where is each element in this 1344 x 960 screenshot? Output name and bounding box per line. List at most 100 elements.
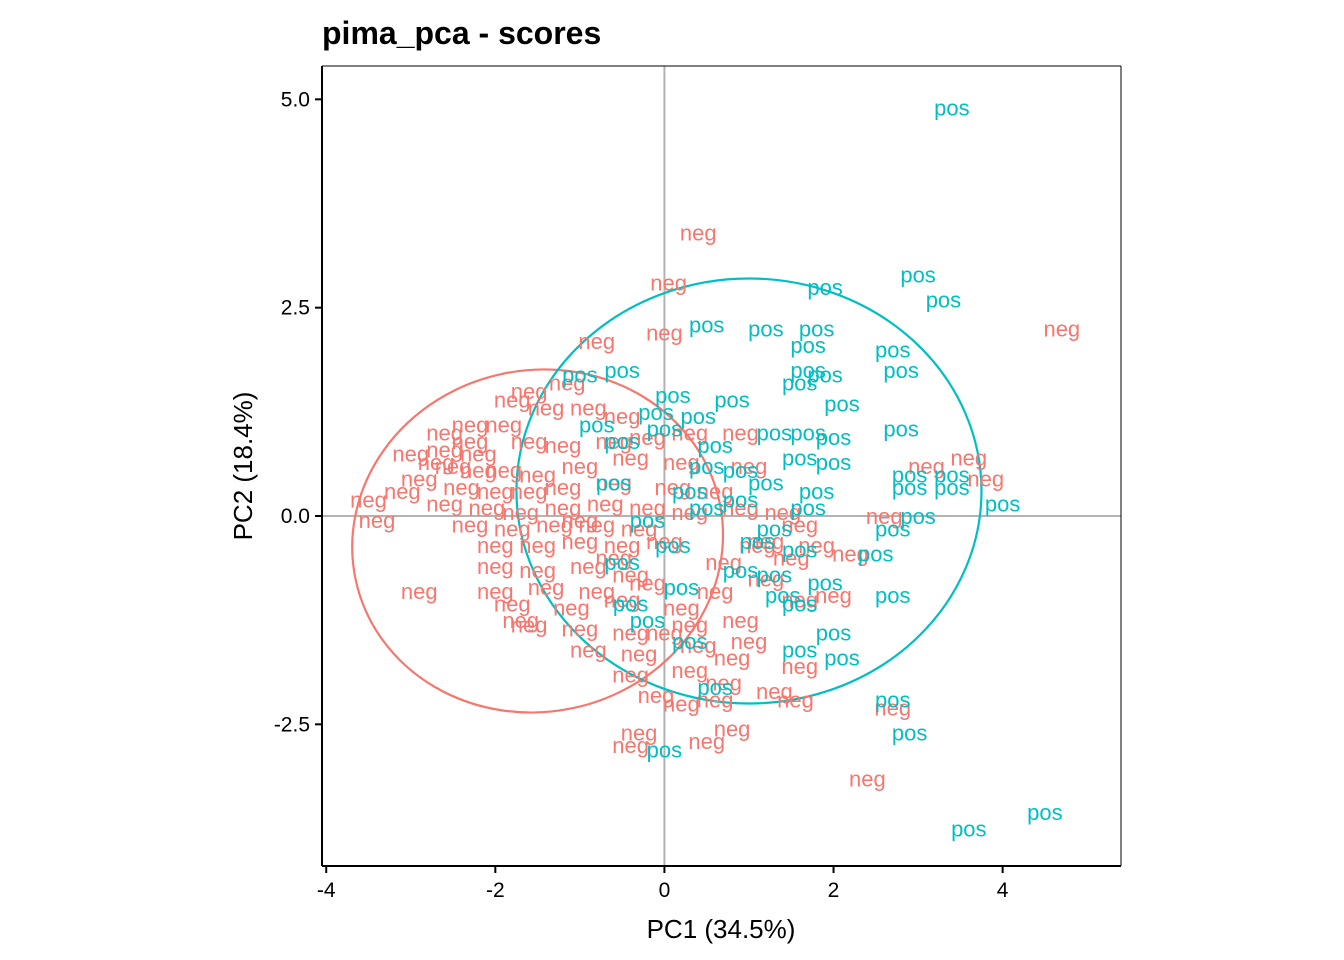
point-label-pos: pos (934, 475, 969, 500)
point-label-pos: pos (892, 475, 927, 500)
point-label-neg: neg (697, 579, 734, 604)
chart-title: pima_pca - scores (322, 15, 601, 51)
point-label-pos: pos (790, 358, 825, 383)
axes: -4 -2 0 2 4 5.0 2.5 0.0 -2.5 (274, 65, 1122, 902)
point-label-pos: pos (689, 496, 724, 521)
point-label-pos: pos (875, 687, 910, 712)
point-label-pos: pos (934, 462, 969, 487)
point-label-neg: neg (604, 404, 641, 429)
point-label-pos: pos (579, 412, 614, 437)
point-label-neg: neg (748, 567, 785, 592)
point-label-neg: neg (663, 692, 700, 717)
point-label-neg: neg (570, 637, 607, 662)
point-label-pos: pos (799, 317, 834, 342)
point-label-pos: pos (664, 575, 699, 600)
point-label-pos: pos (757, 517, 792, 542)
point-label-neg: neg (587, 492, 624, 517)
point-label-pos: pos (824, 646, 859, 671)
point-label-pos: pos (985, 492, 1020, 517)
point-label-pos: pos (740, 529, 775, 554)
point-label-pos: pos (816, 450, 851, 475)
point-label-neg: neg (612, 562, 649, 587)
point-label-neg: neg (350, 487, 387, 512)
point-label-neg: neg (671, 421, 708, 446)
point-label-neg: neg (621, 517, 658, 542)
point-label-neg: neg (401, 579, 438, 604)
point-label-neg: neg (485, 412, 522, 437)
point-label-neg: neg (595, 546, 632, 571)
point-label-pos: pos (900, 262, 935, 287)
point-label-pos: pos (689, 454, 724, 479)
point-label-neg: neg (528, 575, 565, 600)
point-label-neg: neg (401, 467, 438, 492)
point-label-neg: neg (967, 467, 1004, 492)
point-label-pos: pos (883, 417, 918, 442)
point-label-pos: pos (655, 533, 690, 558)
point-label-pos: pos (816, 621, 851, 646)
point-label-neg: neg (511, 612, 548, 637)
point-label-neg: neg (671, 500, 708, 525)
ellipse-neg (351, 368, 725, 714)
point-label-pos: pos (875, 517, 910, 542)
point-label-neg: neg (612, 446, 649, 471)
point-label-pos: pos (757, 562, 792, 587)
point-label-neg: neg (545, 475, 582, 500)
point-label-neg: neg (722, 421, 759, 446)
point-label-neg: neg (688, 729, 725, 754)
point-label-neg: neg (562, 529, 599, 554)
point-label-pos: pos (697, 675, 732, 700)
point-label-neg: neg (536, 512, 573, 537)
point-label-neg: neg (697, 479, 734, 504)
point-label-neg: neg (511, 479, 548, 504)
point-label-neg: neg (680, 221, 717, 246)
point-label-neg: neg (832, 542, 869, 567)
point-label-pos: pos (630, 608, 665, 633)
point-label-neg: neg (621, 721, 658, 746)
point-label-neg: neg (714, 646, 751, 671)
plot-background (322, 66, 1121, 866)
point-label-neg: neg (452, 412, 489, 437)
point-label-neg: neg (739, 533, 776, 558)
point-label-neg: neg (604, 587, 641, 612)
point-label-neg: neg (502, 500, 539, 525)
point-label-pos: pos (630, 508, 665, 533)
point-label-neg: neg (502, 608, 539, 633)
point-label-neg: neg (435, 454, 472, 479)
point-label-pos: pos (613, 592, 648, 617)
point-label-pos: pos (681, 404, 716, 429)
confidence-ellipses (351, 277, 983, 714)
point-label-neg: neg (477, 579, 514, 604)
point-label-pos: pos (926, 287, 961, 312)
point-label-neg: neg (528, 396, 565, 421)
point-label-neg: neg (494, 592, 531, 617)
point-label-pos: pos (900, 504, 935, 529)
point-label-pos: pos (951, 817, 986, 842)
point-label-neg: neg (798, 533, 835, 558)
point-label-neg: neg (494, 387, 531, 412)
x-tick-label: -4 (317, 879, 336, 902)
point-label-neg: neg (426, 437, 463, 462)
point-label-neg: neg (545, 433, 582, 458)
point-label-neg: neg (485, 458, 522, 483)
point-label-neg: neg (604, 533, 641, 558)
point-label-pos: pos (714, 387, 749, 412)
point-label-pos: pos (672, 479, 707, 504)
point-label-pos: pos (782, 637, 817, 662)
point-label-pos: pos (816, 425, 851, 450)
point-label-neg: neg (671, 612, 708, 637)
point-label-neg: neg (646, 621, 683, 646)
x-tick-label: 2 (828, 879, 840, 902)
point-label-neg: neg (545, 496, 582, 521)
point-label-neg: neg (578, 512, 615, 537)
point-label-neg: neg (621, 642, 658, 667)
point-label-neg: neg (392, 442, 429, 467)
point-label-neg: neg (578, 579, 615, 604)
point-label-neg: neg (671, 658, 708, 683)
point-label-neg: neg (443, 475, 480, 500)
point-label-pos: pos (748, 317, 783, 342)
point-label-pos: pos (799, 479, 834, 504)
point-label-pos: pos (689, 312, 724, 337)
point-label-pos: pos (858, 542, 893, 567)
point-label-neg: neg (477, 533, 514, 558)
